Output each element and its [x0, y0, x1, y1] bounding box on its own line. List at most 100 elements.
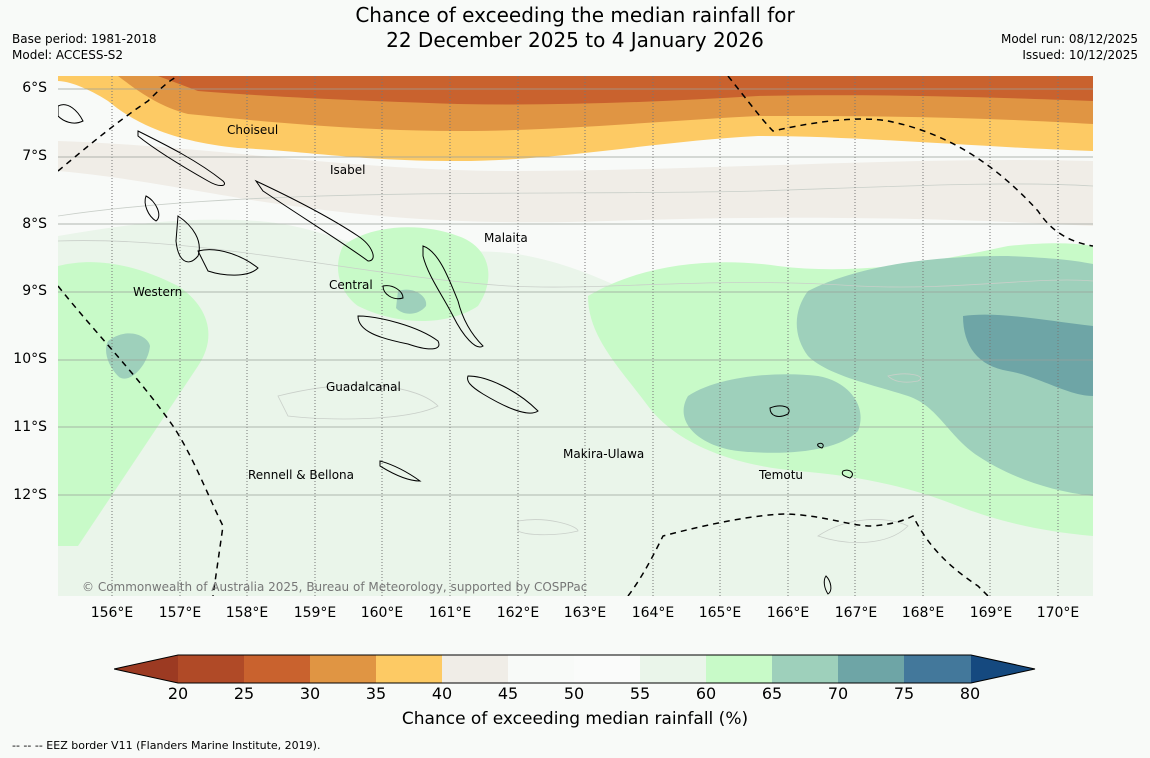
region-label-rennell-bellona: Rennell & Bellona — [248, 468, 354, 482]
lon-tick-160e: 160°E — [360, 605, 404, 621]
colorbar-outline — [114, 654, 1036, 684]
western-island-1 — [175, 215, 200, 263]
florida-islands — [382, 285, 404, 300]
region-label-malaita: Malaita — [484, 231, 528, 245]
colorbar-tick-45: 45 — [497, 684, 519, 703]
temotu-islet — [841, 469, 853, 479]
region-label-temotu: Temotu — [758, 468, 803, 482]
temotu-islet-2 — [817, 442, 824, 449]
lon-tick-170e: 170°E — [1036, 605, 1080, 621]
base-period-label: Base period: 1981-2018 — [12, 32, 157, 46]
isabel-island — [254, 179, 374, 262]
band-25-30 — [158, 76, 1093, 105]
colorbar-tick-50: 50 — [563, 684, 585, 703]
issued-label: Issued: 10/12/2025 — [1022, 48, 1138, 62]
lon-tick-165e: 165°E — [698, 605, 742, 621]
band-70-75 — [963, 314, 1093, 396]
colorbar-segment — [178, 655, 244, 683]
colorbar-segment — [838, 655, 904, 683]
meta-right: Model run: 08/12/2025 Issued: 10/12/2025 — [1001, 31, 1138, 63]
lat-tick-10s: 10°S — [13, 351, 47, 367]
model-label: Model: ACCESS-S2 — [12, 48, 124, 62]
bougainville-island — [58, 104, 84, 124]
colorbar-tick-60: 60 — [695, 684, 717, 703]
choiseul-island — [137, 130, 225, 186]
lon-tick-156e: 156°E — [90, 605, 134, 621]
colorbar-tick-75: 75 — [893, 684, 915, 703]
contour-lines — [58, 183, 1093, 543]
region-label-central: Central — [329, 278, 373, 292]
band-65-70-east — [796, 256, 1093, 496]
band-65-70-west — [106, 333, 150, 379]
lat-tick-7s: 7°S — [22, 148, 47, 164]
colorbar-label: Chance of exceeding median rainfall (%) — [401, 709, 749, 729]
makira-island — [467, 375, 539, 414]
colorbar-segment — [706, 655, 772, 683]
colorbar-high-arrow — [971, 655, 1035, 683]
colorbar-segment — [244, 655, 310, 683]
lat-grid — [58, 88, 1093, 496]
lon-tick-168e: 168°E — [901, 605, 945, 621]
lon-tick-159e: 159°E — [293, 605, 337, 621]
region-label-isabel: Isabel — [330, 163, 365, 177]
colorbar-segment — [310, 655, 376, 683]
malaita-island — [422, 245, 484, 348]
band-65-70-central — [396, 289, 427, 314]
colorbar-segment — [574, 655, 640, 683]
rennell-island — [379, 460, 422, 482]
region-label-guadalcanal: Guadalcanal — [326, 380, 401, 394]
colorbar-tick-25: 25 — [233, 684, 255, 703]
lon-tick-167e: 167°E — [834, 605, 878, 621]
colorbar-tick-65: 65 — [761, 684, 783, 703]
band-40-45 — [58, 141, 1093, 226]
temotu-island — [769, 405, 790, 417]
lat-tick-6s: 6°S — [22, 80, 47, 96]
region-label-choiseul: Choiseul — [227, 123, 278, 137]
copyright-text: © Commonwealth of Australia 2025, Bureau… — [82, 580, 587, 594]
lon-tick-166e: 166°E — [766, 605, 810, 621]
western-island-2 — [197, 249, 259, 276]
colorbar-segment — [640, 655, 706, 683]
lat-tick-8s: 8°S — [22, 216, 47, 232]
band-60-65-central — [338, 227, 489, 321]
colorbar-tick-20: 20 — [167, 684, 189, 703]
colorbar-tick-40: 40 — [431, 684, 453, 703]
lon-tick-164e: 164°E — [631, 605, 675, 621]
colorbar — [114, 654, 1036, 684]
colorbar-tick-70: 70 — [827, 684, 849, 703]
colorbar-tick-35: 35 — [365, 684, 387, 703]
meta-left: Base period: 1981-2018 Model: ACCESS-S2 — [12, 31, 157, 63]
lon-tick-163e: 163°E — [563, 605, 607, 621]
region-label-western: Western — [133, 285, 182, 299]
lon-tick-158e: 158°E — [225, 605, 269, 621]
lon-tick-157e: 157°E — [158, 605, 202, 621]
colorbar-tick-30: 30 — [299, 684, 321, 703]
region-label-makira-ulawa: Makira-Ulawa — [563, 447, 644, 461]
eez-legend-note: -- -- -- EEZ border V11 (Flanders Marine… — [12, 739, 321, 752]
colorbar-segment — [508, 655, 574, 683]
chart-title: Chance of exceeding the median rainfall … — [0, 3, 1150, 53]
eez-border — [58, 76, 1093, 596]
lon-tick-161e: 161°E — [428, 605, 472, 621]
lat-tick-9s: 9°S — [22, 283, 47, 299]
lon-tick-162e: 162°E — [496, 605, 540, 621]
western-island-3 — [144, 195, 160, 222]
title-line-2: 22 December 2025 to 4 January 2026 — [386, 28, 764, 52]
band-55-60 — [58, 219, 1093, 596]
colorbar-tick-80: 80 — [959, 684, 981, 703]
model-run-label: Model run: 08/12/2025 — [1000, 32, 1138, 46]
colorbar-segment — [904, 655, 971, 683]
lon-tick-169e: 169°E — [969, 605, 1013, 621]
guadalcanal-north — [357, 315, 440, 350]
colorbar-tick-55: 55 — [629, 684, 651, 703]
coastlines — [58, 104, 853, 595]
vanuatu-islet — [823, 575, 832, 595]
title-line-1: Chance of exceeding the median rainfall … — [355, 3, 795, 27]
colorbar-segment — [376, 655, 442, 683]
colorbar-segment — [772, 655, 838, 683]
band-60-65-west — [58, 262, 209, 546]
lat-tick-11s: 11°S — [13, 419, 47, 435]
lat-tick-12s: 12°S — [13, 487, 47, 503]
rainfall-map: Choiseul Isabel Malaita Western Central … — [58, 76, 1093, 596]
colorbar-segment — [442, 655, 508, 683]
